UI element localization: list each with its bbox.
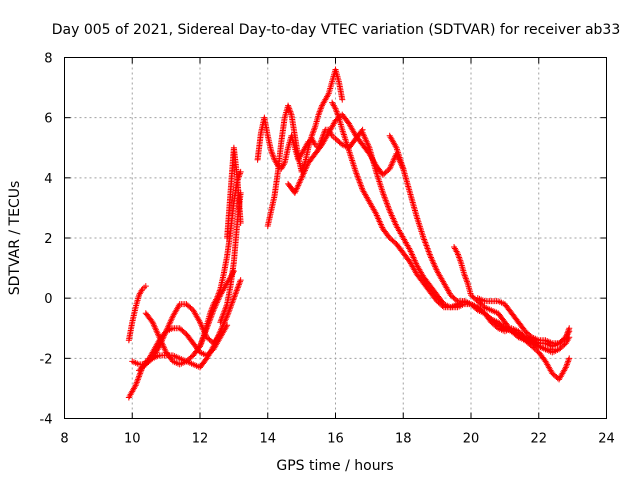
sdtvar-scatter-chart: Day 005 of 2021, Sidereal Day-to-day VTE…	[0, 0, 640, 480]
x-tick-label: 14	[259, 432, 276, 447]
y-tick-label: 6	[44, 112, 52, 127]
x-tick-labels: 8 10 12 14 16 18 20 22 24	[60, 432, 614, 447]
series-track-o	[451, 244, 572, 355]
y-tick-label: -2	[40, 352, 53, 367]
y-tick-label: 8	[44, 52, 52, 67]
x-axis-title: GPS time / hours	[276, 458, 393, 474]
x-tick-label: 18	[395, 432, 412, 447]
y-tick-labels: -4 -2 0 2 4 6 8	[40, 52, 53, 428]
y-axis-title: SDTVAR / TECUs	[7, 181, 23, 296]
y-tick-label: 2	[44, 232, 52, 247]
data-points	[126, 67, 572, 401]
y-tick-label: 0	[44, 292, 52, 307]
x-tick-label: 8	[60, 432, 68, 447]
y-tick-label: -4	[40, 413, 53, 428]
x-tick-label: 24	[598, 432, 615, 447]
x-tick-label: 20	[463, 432, 480, 447]
x-tick-label: 22	[530, 432, 547, 447]
x-tick-label: 16	[327, 432, 344, 447]
x-tick-label: 10	[124, 432, 141, 447]
x-tick-label: 12	[192, 432, 209, 447]
y-tick-label: 4	[44, 172, 52, 187]
chart-title: Day 005 of 2021, Sidereal Day-to-day VTE…	[52, 22, 621, 38]
